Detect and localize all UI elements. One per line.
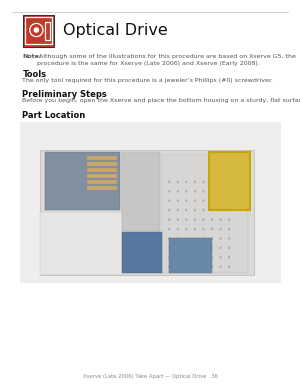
Text: Optical Drive: Optical Drive [63,23,168,38]
FancyBboxPatch shape [88,186,117,190]
Circle shape [186,266,187,267]
Circle shape [186,229,187,230]
FancyBboxPatch shape [88,174,117,178]
FancyBboxPatch shape [162,154,248,273]
Circle shape [229,257,230,258]
Circle shape [169,266,170,267]
FancyBboxPatch shape [22,15,54,47]
Circle shape [186,257,187,258]
Circle shape [177,219,178,220]
Text: Xserve (Late 2006) Take Apart — Optical Drive   36: Xserve (Late 2006) Take Apart — Optical … [82,374,218,379]
Circle shape [194,210,195,211]
FancyBboxPatch shape [122,232,162,273]
Text: Although some of the illustrations for this procedure are based on Xserve G5, th: Although some of the illustrations for t… [37,54,296,66]
Circle shape [194,266,195,267]
Circle shape [169,181,170,182]
Circle shape [177,247,178,248]
Circle shape [169,191,170,192]
Circle shape [169,247,170,248]
Text: Preliminary Steps: Preliminary Steps [22,90,107,99]
Circle shape [203,229,204,230]
Text: Note:: Note: [22,54,42,59]
Circle shape [177,266,178,267]
Circle shape [194,229,195,230]
Circle shape [177,238,178,239]
Circle shape [220,200,221,201]
Text: Part Location: Part Location [22,111,86,120]
Circle shape [229,266,230,267]
Circle shape [203,210,204,211]
Text: Before you begin, open the Xserve and place the bottom housing on a sturdy, flat: Before you begin, open the Xserve and pl… [22,98,300,103]
Circle shape [186,181,187,182]
Circle shape [177,200,178,201]
Circle shape [203,191,204,192]
FancyBboxPatch shape [40,150,254,275]
Circle shape [194,238,195,239]
Circle shape [177,191,178,192]
Circle shape [186,219,187,220]
Circle shape [229,229,230,230]
Circle shape [229,219,230,220]
Circle shape [203,200,204,201]
FancyBboxPatch shape [209,152,250,210]
Circle shape [220,238,221,239]
Text: The only tool required for this procedure is a jeweler’s Phillips (#0) screwdriv: The only tool required for this procedur… [22,78,273,83]
Circle shape [194,247,195,248]
Circle shape [229,210,230,211]
Circle shape [229,200,230,201]
Circle shape [177,181,178,182]
Circle shape [194,181,195,182]
Circle shape [186,210,187,211]
Circle shape [229,238,230,239]
Circle shape [203,181,204,182]
Circle shape [229,191,230,192]
Circle shape [186,191,187,192]
Circle shape [169,229,170,230]
Ellipse shape [34,28,38,32]
Circle shape [220,266,221,267]
Circle shape [169,219,170,220]
FancyBboxPatch shape [45,152,120,210]
Circle shape [203,247,204,248]
Circle shape [186,247,187,248]
Circle shape [194,191,195,192]
Circle shape [203,266,204,267]
Text: Tools: Tools [22,70,46,79]
Circle shape [220,219,221,220]
Circle shape [203,219,204,220]
Circle shape [169,210,170,211]
Circle shape [169,238,170,239]
Circle shape [169,200,170,201]
Circle shape [194,200,195,201]
FancyBboxPatch shape [122,152,160,231]
Circle shape [220,191,221,192]
Circle shape [177,257,178,258]
FancyBboxPatch shape [169,237,211,273]
Circle shape [186,200,187,201]
Circle shape [203,257,204,258]
FancyBboxPatch shape [40,212,122,275]
FancyBboxPatch shape [88,156,117,161]
Circle shape [194,219,195,220]
FancyBboxPatch shape [88,180,117,184]
Circle shape [220,229,221,230]
Circle shape [169,257,170,258]
FancyBboxPatch shape [88,162,117,166]
Circle shape [194,257,195,258]
Circle shape [229,247,230,248]
Circle shape [220,181,221,182]
Circle shape [220,247,221,248]
FancyBboxPatch shape [88,168,117,172]
Circle shape [220,257,221,258]
Circle shape [177,210,178,211]
FancyBboxPatch shape [20,122,281,283]
Circle shape [229,181,230,182]
Circle shape [203,238,204,239]
Circle shape [220,210,221,211]
Circle shape [186,238,187,239]
Circle shape [177,229,178,230]
